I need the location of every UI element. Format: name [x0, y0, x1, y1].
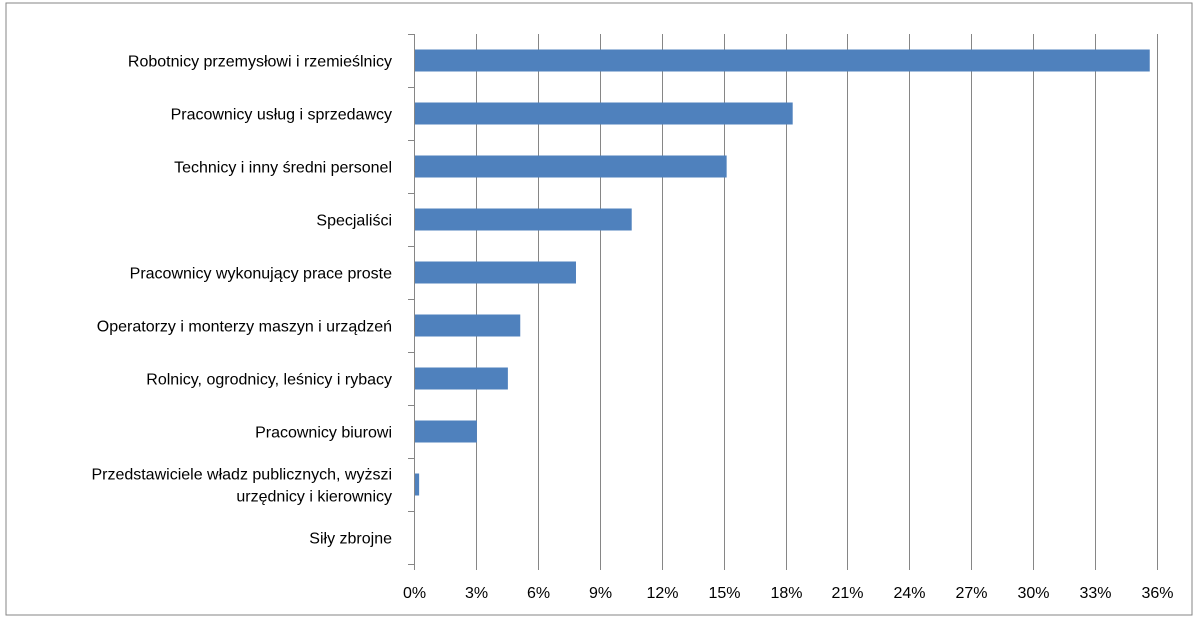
chart-border — [5, 2, 1193, 616]
category-label: Robotnicy przemysłowi i rzemieślnicy — [128, 54, 392, 71]
category-label: Operatorzy i monterzy maszyn i urządzeń — [97, 319, 392, 336]
x-tick-label: 12% — [646, 585, 678, 602]
x-tick-label: 6% — [527, 585, 550, 602]
bar — [415, 314, 521, 337]
x-tick-label: 27% — [955, 585, 987, 602]
x-tick-label: 24% — [893, 585, 925, 602]
category-label: Pracownicy usług i sprzedawcy — [171, 107, 392, 124]
x-tick-label: 3% — [465, 585, 488, 602]
x-tick-label: 0% — [403, 585, 426, 602]
category-label: urzędnicy i kierownicy — [236, 489, 392, 506]
x-tick-labels: 0% 3% 6% 9% 12% 15% 18% 21% 24% 27% 30% 33% 36% — [403, 585, 1174, 602]
category-labels: Robotnicy przemysłowi i rzemieślnicy Prac… — [91, 54, 392, 548]
x-tick-label: 15% — [708, 585, 740, 602]
bar — [415, 473, 420, 496]
bar — [415, 102, 793, 125]
category-label: Pracownicy biurowi — [255, 425, 392, 442]
category-label: Przedstawiciele władz publicznych, wyższ… — [91, 467, 392, 484]
x-tick-label: 33% — [1079, 585, 1111, 602]
category-label: Siły zbrojne — [309, 531, 392, 548]
bar — [415, 155, 727, 178]
x-tick-label: 30% — [1017, 585, 1049, 602]
bar — [415, 367, 508, 390]
axes — [408, 34, 1158, 570]
x-tick-label: 21% — [831, 585, 863, 602]
category-label: Technicy i inny średni personel — [174, 160, 392, 177]
bar — [415, 49, 1150, 72]
bars — [415, 49, 1150, 496]
bar — [415, 208, 632, 231]
x-tick-label: 36% — [1141, 585, 1173, 602]
bar — [415, 261, 576, 284]
category-label: Rolnicy, ogrodnicy, leśnicy i rybacy — [146, 372, 392, 389]
bar — [415, 420, 477, 443]
x-tick-label: 18% — [770, 585, 802, 602]
x-tick-label: 9% — [589, 585, 612, 602]
category-label: Specjaliści — [316, 213, 392, 230]
category-label: Pracownicy wykonujący prace proste — [130, 266, 392, 283]
